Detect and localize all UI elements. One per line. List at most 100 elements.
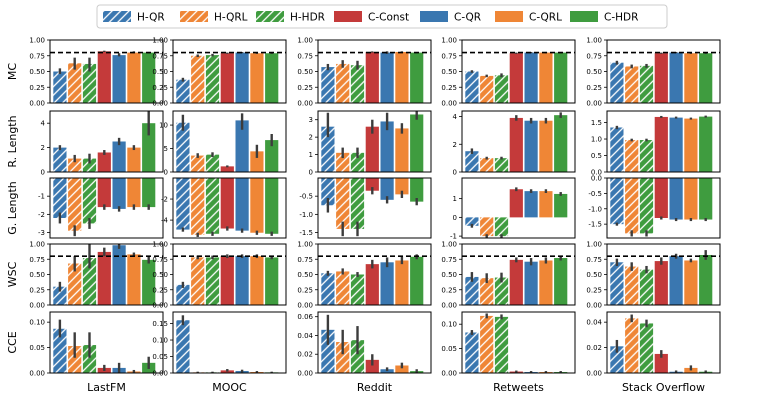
y-tick-label: 0.05 [29,344,45,352]
column-label-stack-overflow: Stack Overflow [622,381,705,394]
bar-h-qrl [480,75,494,103]
bar-c-qrl [539,191,553,218]
bar-h-qr [610,127,624,172]
bar-h-qrl [336,342,350,373]
legend-label-c-const: C-Const [368,12,409,24]
bar-c-qr [235,178,249,231]
bar-h-qr [53,328,67,373]
y-tick-label: 0.00 [586,100,602,108]
legend-label-c-hdr: C-HDR [604,12,638,24]
bar-h-hdr [494,158,509,172]
y-tick-label: 1.00 [586,37,602,45]
y-tick-label: 1 [453,195,457,203]
y-tick-label: 0.00 [441,302,457,310]
bar-c-const [654,353,668,373]
bar-h-qrl [68,63,82,103]
bar-c-qrl [395,128,409,172]
bar-h-hdr [82,345,97,373]
panel-cce-stack-overflow: 0.00 0.02 0.04 [586,311,721,378]
bar-c-const [220,166,234,172]
y-tick-label: 0.50 [29,271,45,279]
y-tick-label: 0.00 [297,370,313,378]
bar-c-qr [380,178,394,200]
row-label-wsc: WSC [6,261,19,287]
bar-c-qrl [539,120,553,172]
y-tick-label: 1.00 [152,37,168,45]
bar-c-qr [380,262,394,305]
y-tick-label: -1.0 [299,211,313,219]
row-label-g-length: G. Length [6,181,19,234]
bar-c-hdr [142,52,156,103]
bar-h-hdr [205,257,220,305]
bar-c-hdr [410,114,424,172]
y-tick-label: 3 [309,116,313,124]
y-tick-label: 0.75 [441,52,457,60]
y-tick-label: 0.04 [586,319,602,327]
bar-c-qrl [395,260,409,305]
bar-c-const [220,178,234,229]
y-tick-label: 1.00 [29,37,45,45]
bar-c-const [365,264,379,305]
bar-c-qrl [539,52,553,103]
bar-c-const [654,116,668,172]
bar-h-hdr [82,258,97,305]
panel-frame [49,110,164,173]
bar-c-hdr [265,53,279,103]
bar-c-hdr [410,52,424,103]
y-tick-label: 0.0 [591,175,602,183]
y-tick-label: 0.10 [441,321,457,329]
bar-c-const [654,178,668,218]
panel-frame [49,177,164,239]
bar-c-hdr [554,258,568,305]
bar-h-hdr [350,65,365,103]
bar-h-qrl [480,217,494,237]
y-tick-label: -1.5 [299,229,313,237]
bar-c-const [509,189,523,218]
bar-c-hdr [265,140,279,172]
bar-h-qr [53,286,67,305]
y-tick-label: 0.25 [441,84,457,92]
panel-frame [461,177,576,239]
y-tick-label: 4 [453,113,458,121]
bar-c-qr [112,178,126,209]
column-label-retweets: Retweets [493,381,544,394]
bar-c-qr [380,52,394,103]
panel-g-length-mooc: -4 -2 [161,177,287,239]
bar-c-qr [380,121,394,172]
bar-c-qrl [250,151,264,172]
y-tick-label: 0.00 [29,370,45,378]
y-tick-label: 0.00 [297,302,313,310]
y-tick-label: 0.50 [441,271,457,279]
bar-h-hdr [639,140,654,172]
legend-label-h-qr: H-QR [137,12,165,24]
bar-h-qrl [480,315,494,373]
bar-c-qrl [127,52,141,103]
bar-h-hdr [639,323,654,373]
panel-frame [172,311,287,374]
panel-mc-stack-overflow: 0.00 0.25 0.50 0.75 1.00 [586,37,721,108]
bar-c-qr [112,245,126,305]
bar-h-hdr [494,75,509,103]
bar-c-hdr [410,256,424,305]
legend-label-h-hdr: H-HDR [290,12,325,24]
y-tick-label: 0.5 [591,152,602,160]
y-tick-label: 0.50 [586,68,602,76]
y-tick-label: 0.10 [29,319,45,327]
row-label-r-length: R. Length [6,115,19,167]
panel-frame [317,110,432,173]
y-tick-label: 0 [309,169,313,177]
bar-c-qrl [127,178,141,208]
y-tick-label: -1 [450,233,457,241]
panel-frame [172,110,287,173]
panel-cce-retweets: 0.00 0.05 0.10 [441,311,576,378]
bar-c-hdr [410,178,424,202]
panel-g-length-stack-overflow: -1.5 -1.0 -0.5 0.0 [588,175,721,239]
bar-h-qr [465,332,479,373]
bar-h-hdr [82,158,97,172]
y-tick-label: 0.00 [441,100,457,108]
legend-swatch-c-hdr [570,11,598,22]
panel-frame [172,177,287,239]
y-tick-label: 0.00 [152,100,168,108]
bar-c-qrl [539,260,553,305]
